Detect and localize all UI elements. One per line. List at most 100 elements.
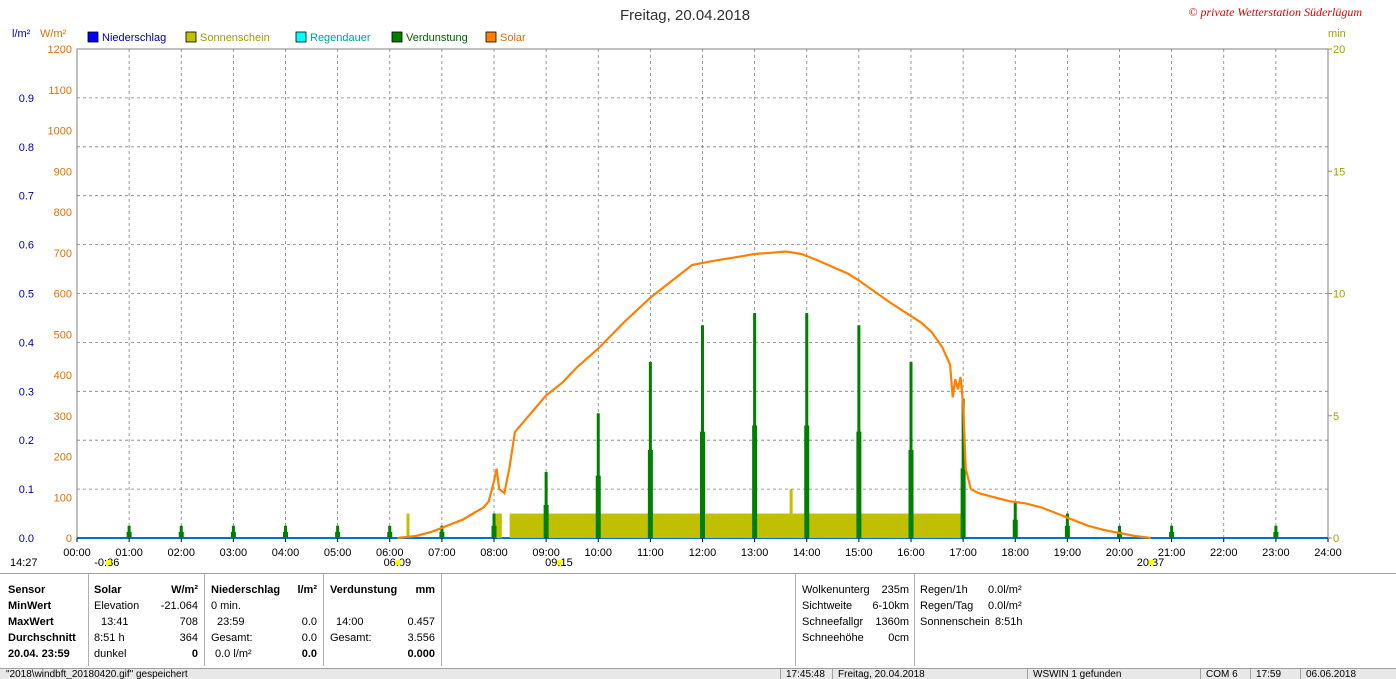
cond-row-3-label: Schneehöhe (802, 632, 864, 644)
cond-row-1-label: Sichtweite (802, 600, 853, 612)
y-solar-tick-label: 600 (54, 289, 72, 301)
col-solar: Solar W/m² Elevation -21.064 13:41 708 8… (89, 574, 205, 666)
x-tick-label: 05:00 (324, 547, 352, 559)
axis-marker-sun (557, 560, 563, 565)
status-found: WSWIN 1 gefunden (1033, 669, 1122, 679)
evaporation-bar-base (908, 449, 914, 538)
sunshine-block (509, 513, 964, 538)
status-bar: "2018\windbft_20180420.gif" gespeichert … (0, 668, 1396, 679)
rain-row-0-label: 0 min. (211, 600, 241, 612)
evaporation-bar-base (439, 531, 445, 538)
x-tick-label: 18:00 (1001, 547, 1029, 559)
x-tick-label: 10:00 (584, 547, 612, 559)
rsum-row-2-value: 8:51h (995, 616, 1023, 628)
weather-chart: 00:00 01:00 02:00 03:00 04:00 05:00 06:00 07:00… (10, 5, 1362, 569)
evaporation-bar-base (804, 425, 810, 538)
x-tick-label: 13:00 (741, 547, 769, 559)
evaporation-bar-base (543, 504, 549, 538)
solar-row-1-label: 13:41 (101, 616, 129, 628)
evaporation-bar-base (1273, 531, 1279, 538)
x-tick-label: 00:00 (63, 547, 91, 559)
legend-label: Regendauer (310, 32, 371, 44)
rsum-row-0-value: 0.0l/m² (988, 584, 1022, 596)
legend-swatch (391, 31, 403, 43)
rain-row-1-value: 0.0 (301, 616, 317, 628)
sunshine-bars (406, 489, 964, 538)
x-tick-label: 22:00 (1210, 547, 1238, 559)
evaporation-bar-base (647, 449, 653, 538)
x-tick-label: 24:00 (1314, 547, 1342, 559)
cond-row-2-label: Schneefallgr (802, 616, 864, 628)
legend-label: Niederschlag (102, 32, 166, 44)
y-solar-tick-label: 1100 (48, 85, 72, 97)
status-com: COM 6 (1206, 669, 1238, 679)
y-rain-tick-label: 0.5 (19, 289, 34, 301)
y-solar-tick-label: 300 (54, 411, 72, 423)
status-curdate: 06.06.2018 (1306, 669, 1357, 679)
y-solar-tick-label: 100 (54, 492, 72, 504)
rain-header: Niederschlag (211, 584, 281, 596)
solar-row-3-label: dunkel (94, 648, 127, 660)
evaporation-bar-base (126, 531, 132, 538)
axis-marker-sun (395, 560, 401, 565)
y-solar-tick-label: 200 (54, 452, 72, 464)
rsum-row-2-label: Sonnenschein (920, 616, 990, 628)
rsum-row-0-label: Regen/1h (920, 584, 968, 596)
evaporation-bar-base (960, 468, 966, 538)
rain-row-2-value: 0.0 (301, 632, 317, 644)
x-tick-label: 12:00 (689, 547, 717, 559)
y-rain-tick-label: 0.3 (19, 386, 34, 398)
cond-row-3-value: 0cm (888, 632, 909, 644)
evap-row-1-label: 14:00 (336, 616, 364, 628)
rain-row-3-value: 0.0 (301, 648, 317, 660)
y-solar-tick-label: 0 (66, 533, 72, 545)
solar-row-0-value: -21.064 (160, 600, 198, 612)
solar-row-3-value: 0 (191, 648, 198, 660)
x-tick-label: 06:00 (376, 547, 404, 559)
col-rain-summary: Regen/1h 0.0l/m² Regen/Tag 0.0l/m² Sonne… (914, 574, 1030, 666)
y-min-tick-label: 10 (1333, 289, 1345, 301)
evaporation-bar-base (1012, 519, 1018, 538)
legend-swatch (87, 31, 99, 43)
axis-marker-sun (1148, 560, 1154, 565)
x-tick-label: 04:00 (272, 547, 300, 559)
evaporation-bar-base (335, 531, 341, 538)
status-file: "2018\windbft_20180420.gif" gespeichert (6, 669, 188, 679)
y-min-tick-label: 5 (1333, 411, 1339, 423)
sensor-row-0: MinWert (8, 600, 52, 612)
y-rain-tick-label: 0.0 (19, 533, 34, 545)
solar-row-0-label: Elevation (94, 600, 140, 612)
x-tick-label: 02:00 (167, 547, 195, 559)
solar-row-2-value: 364 (179, 632, 198, 644)
y-min-tick-label: 20 (1333, 44, 1345, 56)
x-tick-label: 08:00 (480, 547, 508, 559)
y-min-tick-label: 15 (1333, 166, 1345, 178)
sensor-header: Sensor (8, 584, 46, 596)
chart-legend: Niederschlag Sonnenschein Regendauer Verdun… (87, 31, 526, 44)
copyright-text: © private Wetterstation Süderlügum (1188, 5, 1362, 19)
evaporation-bar-base (1064, 525, 1070, 538)
evaporation-bar-base (1169, 531, 1175, 538)
x-tick-label: 21:00 (1158, 547, 1186, 559)
sunshine-spike (789, 489, 793, 538)
sensor-row-3: 20.04. 23:59 (8, 648, 70, 660)
legend-label: Sonnenschein (200, 32, 270, 44)
legend-label: Solar (500, 32, 526, 44)
unit-rain: l/m² (12, 28, 31, 40)
x-tick-label: 15:00 (845, 547, 873, 559)
evaporation-bar-base (178, 531, 184, 538)
sensor-row-2: Durchschnitt (8, 632, 76, 644)
evaporation-bar-base (700, 431, 705, 538)
evap-header: Verdunstung (330, 584, 398, 596)
x-tick-label: 03:00 (220, 547, 248, 559)
axis-marker-sun (106, 560, 112, 565)
sunshine-spike (406, 513, 410, 538)
y-rain-tick-label: 0.7 (19, 191, 34, 203)
solar-row-2-label: 8:51 h (94, 632, 125, 644)
col-conditions: Wolkenunterg 235m Sichtweite 6-10km Schn… (795, 574, 915, 666)
evap-row-3-value: 0.000 (407, 648, 435, 660)
cond-row-0-value: 235m (881, 584, 909, 596)
col-rain: Niederschlag l/m² 0 min. 23:59 0.0 Gesam… (205, 574, 324, 666)
cond-row-2-value: 1360m (875, 616, 909, 628)
